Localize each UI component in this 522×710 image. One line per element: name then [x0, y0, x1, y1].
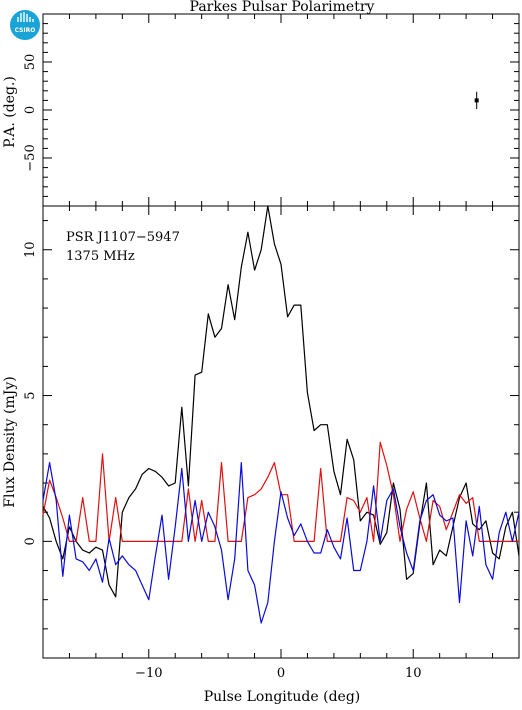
pa-y-tick-label: 50: [23, 54, 38, 71]
x-axis-label: Pulse Longitude (deg): [204, 689, 361, 705]
circular-polarization-line: [42, 462, 520, 624]
flux-x-tick-label: 10: [405, 666, 422, 681]
frequency-label: 1375 MHz: [66, 249, 135, 264]
logo-circle: [10, 10, 40, 40]
flux-panel: 0 5 10 −10 0 10 PSR J1107−5947 1375 MHz Flux …: [2, 205, 520, 705]
flux-y-tick-label: 0: [23, 537, 38, 545]
pa-ticks: −50 0 50: [23, 14, 520, 206]
logo-text: CSIRO: [15, 27, 36, 34]
flux-y-tick-label: 5: [23, 391, 38, 399]
flux-x-tick-label: 0: [277, 666, 285, 681]
flux-x-tick-label: −10: [135, 666, 162, 681]
chart-title: Parkes Pulsar Polarimetry: [190, 0, 375, 15]
flux-y-tick-label: 10: [23, 241, 38, 258]
total-intensity-line: [42, 205, 520, 598]
flux-panel-frame: [42, 205, 520, 659]
flux-y-axis-label: Flux Density (mJy): [2, 376, 18, 507]
pa-data-point: [474, 98, 479, 103]
pa-panel: −50 0 50 P.A. (deg.): [2, 13, 520, 207]
logo-bars-icon: [17, 12, 34, 22]
flux-ticks: 0 5 10 −10 0 10: [23, 206, 520, 681]
pa-points: [474, 91, 479, 110]
flux-lines: [42, 205, 520, 624]
pa-y-axis-label: P.A. (deg.): [2, 76, 18, 148]
pa-y-tick-label: 0: [23, 106, 38, 114]
pa-panel-frame: [42, 13, 520, 207]
csiro-logo: CSIRO: [10, 10, 40, 40]
pa-y-tick-label: −50: [23, 144, 38, 171]
pulsar-name-label: PSR J1107−5947: [66, 230, 180, 245]
